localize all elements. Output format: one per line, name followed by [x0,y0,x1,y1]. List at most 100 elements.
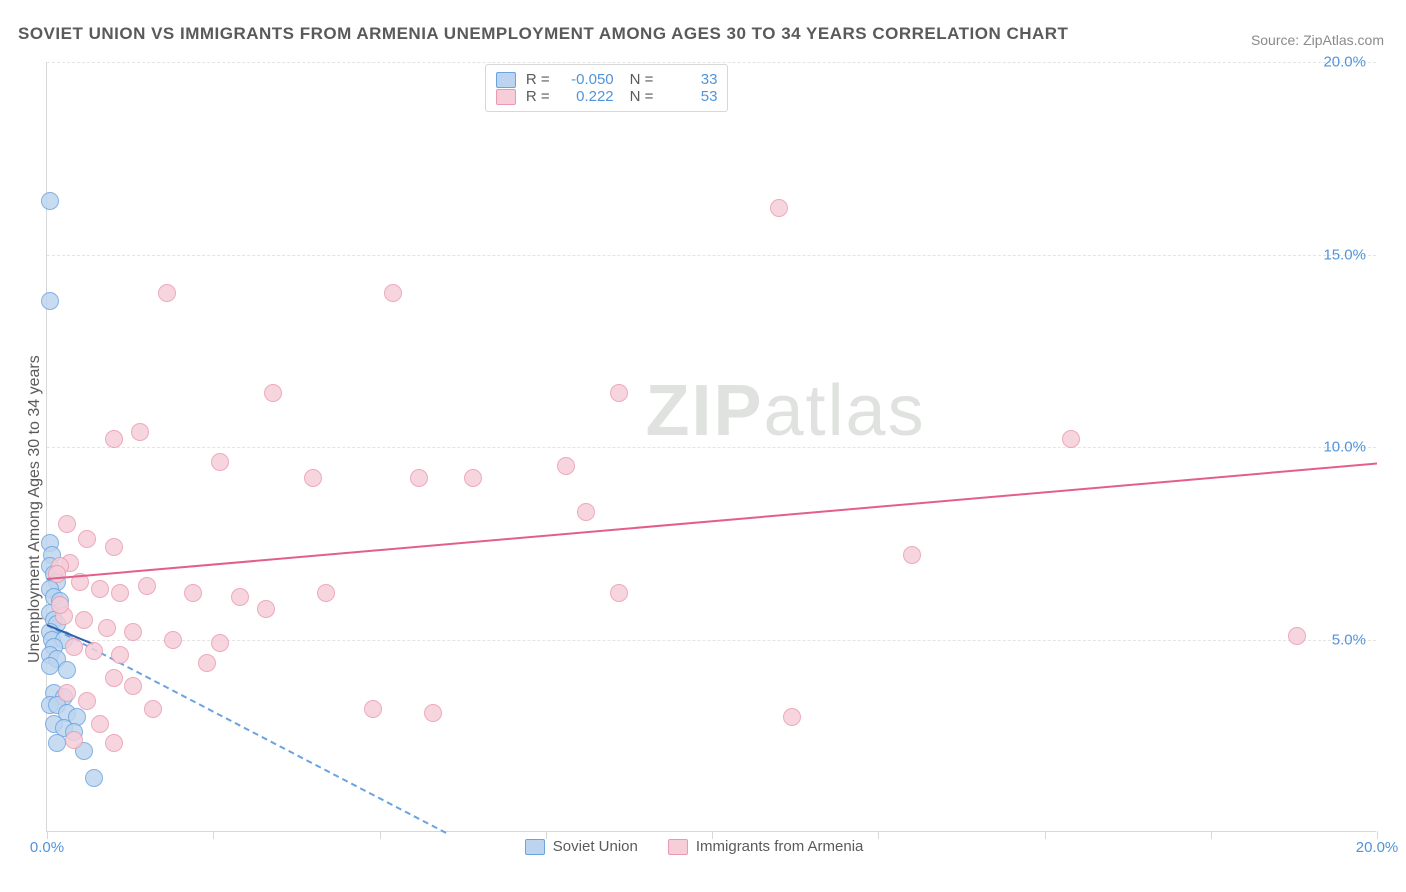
data-point-armenia [78,692,96,710]
x-tick [380,831,381,839]
series-legend-item: Immigrants from Armenia [668,838,864,855]
data-point-armenia [111,646,129,664]
data-point-armenia [105,538,123,556]
gridline [47,640,1376,641]
watermark-light: atlas [764,371,926,451]
data-point-armenia [98,619,116,637]
series-legend-label: Soviet Union [553,838,638,855]
data-point-armenia [1062,430,1080,448]
legend-r-value: -0.050 [560,71,614,88]
data-point-armenia [410,469,428,487]
data-point-armenia [111,584,129,602]
data-point-armenia [317,584,335,602]
y-tick-label: 5.0% [1332,631,1366,648]
y-tick-label: 20.0% [1323,54,1366,71]
data-point-armenia [91,580,109,598]
data-point-armenia [75,611,93,629]
legend-swatch [496,89,516,105]
data-point-armenia [91,715,109,733]
plot-area: ZIPatlas 5.0%10.0%15.0%20.0%0.0%20.0% [46,62,1376,832]
chart-title: SOVIET UNION VS IMMIGRANTS FROM ARMENIA … [18,24,1068,44]
data-point-armenia [198,654,216,672]
chart-container: SOVIET UNION VS IMMIGRANTS FROM ARMENIA … [0,0,1406,892]
x-tick [1045,831,1046,839]
y-tick-label: 15.0% [1323,246,1366,263]
x-tick [213,831,214,839]
data-point-armenia [48,565,66,583]
data-point-armenia [903,546,921,564]
data-point-armenia [610,584,628,602]
trend-line [47,462,1377,579]
data-point-armenia [184,584,202,602]
x-tick [878,831,879,839]
data-point-soviet [41,192,59,210]
data-point-armenia [58,684,76,702]
data-point-armenia [464,469,482,487]
x-tick-label: 0.0% [30,839,64,856]
data-point-soviet [48,734,66,752]
data-point-armenia [304,469,322,487]
y-axis-label: Unemployment Among Ages 30 to 34 years [26,355,44,663]
watermark: ZIPatlas [646,370,926,452]
data-point-armenia [211,453,229,471]
data-point-armenia [424,704,442,722]
gridline [47,255,1376,256]
gridline [47,447,1376,448]
series-legend: Soviet Union Immigrants from Armenia [525,838,864,855]
correlation-legend: R = -0.050 N = 33 R = 0.222 N = 53 [485,64,729,112]
data-point-soviet [85,769,103,787]
legend-row-soviet: R = -0.050 N = 33 [496,71,718,88]
data-point-armenia [124,623,142,641]
x-tick-label: 20.0% [1356,839,1399,856]
data-point-armenia [577,503,595,521]
source-label: Source: ZipAtlas.com [1251,32,1384,48]
data-point-armenia [144,700,162,718]
data-point-armenia [124,677,142,695]
legend-swatch [525,839,545,855]
gridline [47,62,1376,63]
legend-r-label: R = [526,71,550,88]
data-point-armenia [51,596,69,614]
data-point-armenia [58,515,76,533]
data-point-soviet [41,657,59,675]
legend-r-label: R = [526,88,550,105]
legend-r-value: 0.222 [560,88,614,105]
legend-n-label: N = [630,88,654,105]
data-point-armenia [85,642,103,660]
data-point-armenia [211,634,229,652]
data-point-armenia [770,199,788,217]
data-point-armenia [257,600,275,618]
data-point-armenia [610,384,628,402]
series-legend-item: Soviet Union [525,838,638,855]
data-point-armenia [1288,627,1306,645]
data-point-soviet [58,661,76,679]
x-tick [47,831,48,839]
data-point-armenia [131,423,149,441]
data-point-armenia [783,708,801,726]
data-point-armenia [105,430,123,448]
data-point-armenia [78,530,96,548]
legend-swatch [668,839,688,855]
x-tick [1377,831,1378,839]
data-point-armenia [364,700,382,718]
data-point-armenia [164,631,182,649]
y-tick-label: 10.0% [1323,439,1366,456]
legend-n-value: 33 [663,71,717,88]
data-point-armenia [557,457,575,475]
data-point-armenia [105,669,123,687]
data-point-armenia [158,284,176,302]
legend-n-value: 53 [663,88,717,105]
data-point-armenia [264,384,282,402]
series-legend-label: Immigrants from Armenia [696,838,864,855]
data-point-armenia [65,731,83,749]
x-tick [1211,831,1212,839]
legend-n-label: N = [630,71,654,88]
legend-swatch [496,72,516,88]
data-point-armenia [105,734,123,752]
data-point-armenia [138,577,156,595]
data-point-soviet [41,292,59,310]
watermark-bold: ZIP [646,371,764,451]
data-point-armenia [231,588,249,606]
data-point-armenia [65,638,83,656]
legend-row-armenia: R = 0.222 N = 53 [496,88,718,105]
